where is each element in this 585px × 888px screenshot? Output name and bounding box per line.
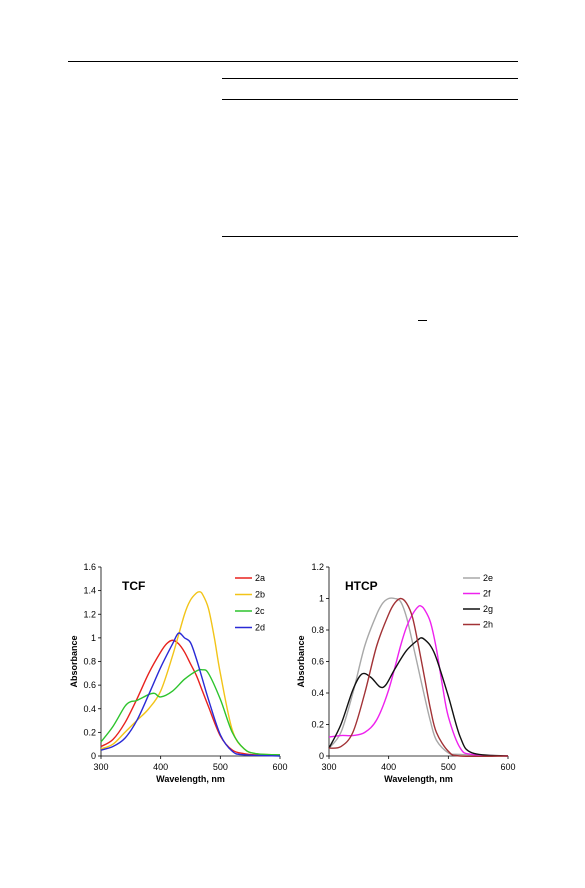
series-line-2h (328, 597, 509, 758)
legend-label-2g: 2g (483, 604, 493, 614)
x-tick-label: 600 (272, 762, 287, 772)
x-tick-label: 300 (321, 762, 336, 772)
series-line-2f (328, 604, 509, 757)
x-tick-label: 500 (213, 762, 228, 772)
series-line-2a (100, 639, 281, 756)
y-axis-label: Absorbance (296, 635, 306, 687)
chart-htcp: 0 0.2 0.4 0.6 0.8 1 1.2 300 400 500 600 Wavelength,… (296, 562, 516, 784)
y-tick-label: 0.8 (311, 625, 324, 635)
y-tick-label: 0 (319, 751, 324, 761)
y-tick-label: 0.4 (311, 688, 324, 698)
series-line-2e (328, 597, 509, 757)
header-rule (68, 61, 518, 62)
legend-label-2b: 2b (255, 590, 265, 600)
y-tick-label: 0.4 (83, 704, 96, 714)
x-tick-label: 400 (153, 762, 168, 772)
chart-title: HTCP (345, 579, 378, 593)
chart-tcf: 0 0.2 0.4 0.6 0.8 1 1.2 1.4 1.6 300 400 500 600 Wavel… (69, 562, 288, 784)
table-top-rule (222, 78, 518, 79)
x-axis-label: Wavelength, nm (384, 774, 453, 784)
y-tick-label: 1.2 (83, 609, 96, 619)
y-tick-label: 1.4 (83, 586, 96, 596)
y-axis-label: Absorbance (69, 635, 79, 687)
series-line-2d (100, 632, 281, 757)
y-tick-label: 0.2 (83, 727, 96, 737)
legend-label-2d: 2d (255, 623, 265, 633)
y-tick-label: 0.2 (311, 720, 324, 730)
series-line-2g (328, 637, 509, 757)
y-tick-label: 0 (91, 751, 96, 761)
y-tick-label: 1 (319, 594, 324, 604)
series-line-2c (100, 668, 281, 756)
x-tick-label: 600 (500, 762, 515, 772)
x-tick-label: 400 (381, 762, 396, 772)
table-header-rule (222, 99, 518, 100)
chart-title: TCF (122, 579, 145, 593)
y-tick-label: 1.6 (83, 562, 96, 572)
legend-label-2f: 2f (483, 589, 491, 599)
x-tick-label: 500 (441, 762, 456, 772)
legend-label-2e: 2e (483, 573, 493, 583)
legend-label-2a: 2a (255, 573, 265, 583)
overbar-mark (418, 320, 427, 321)
series-line-2b (100, 591, 281, 756)
x-tick-label: 300 (93, 762, 108, 772)
legend-label-2h: 2h (483, 620, 493, 630)
y-tick-label: 0.6 (311, 657, 324, 667)
y-tick-label: 0.8 (83, 657, 96, 667)
x-axis-label: Wavelength, nm (156, 774, 225, 784)
y-tick-label: 1 (91, 633, 96, 643)
table-bottom-rule (222, 236, 518, 237)
y-tick-label: 0.6 (83, 680, 96, 690)
y-tick-label: 1.2 (311, 562, 324, 572)
legend-label-2c: 2c (255, 606, 265, 616)
